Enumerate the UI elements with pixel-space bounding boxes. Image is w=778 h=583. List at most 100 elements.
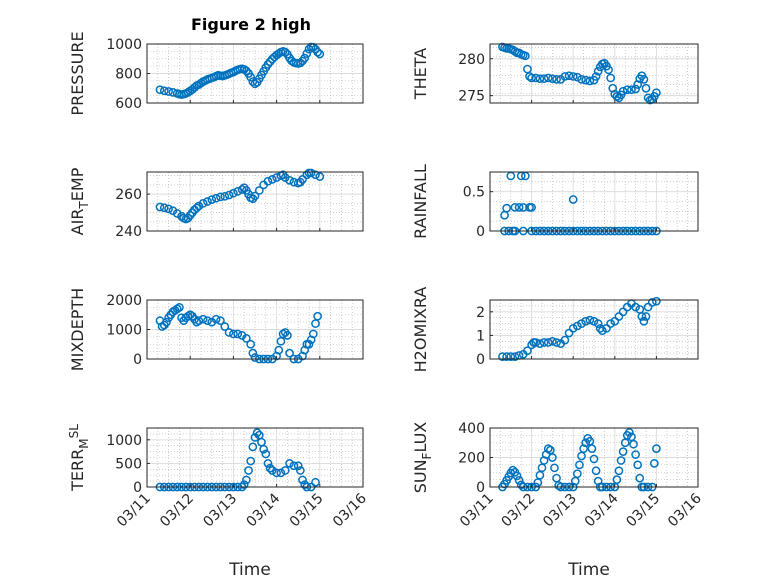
figure-title: Figure 2 high <box>191 15 311 34</box>
data-point <box>595 323 605 333</box>
panel-rainfall: 0 0.5 RAINFALL <box>411 164 699 240</box>
data-point <box>285 348 294 358</box>
data-point <box>265 463 275 473</box>
data-point <box>612 92 622 101</box>
y-axis-label-part: PRESSURE <box>68 31 87 115</box>
data-point <box>315 49 325 59</box>
data-point <box>531 73 541 83</box>
data-point <box>581 316 591 326</box>
y-tick-label: 2 <box>476 305 485 321</box>
data-point <box>637 312 647 321</box>
data-point <box>539 338 549 347</box>
data-point <box>587 444 597 453</box>
x-tick-label: 03/16 <box>330 490 370 530</box>
x-tick-label: 03/14 <box>582 490 622 530</box>
data-point <box>155 202 165 212</box>
data-point <box>575 460 584 470</box>
y-tick-label: 500 <box>115 456 142 472</box>
data-point <box>639 316 649 326</box>
y-tick-label: 280 <box>458 52 485 68</box>
data-point <box>498 352 507 361</box>
axes-box <box>146 171 364 232</box>
data-point <box>618 447 628 456</box>
data-point <box>652 444 661 453</box>
y-axis-label: THETA <box>411 48 430 100</box>
data-point <box>164 204 173 214</box>
data-point <box>254 186 264 195</box>
y-axis-label-part: LUX <box>411 422 430 453</box>
x-tick-label: 03/12 <box>157 491 197 531</box>
data-point <box>224 328 234 337</box>
data-point <box>647 298 657 307</box>
data-point <box>216 192 225 202</box>
data-point <box>543 338 553 347</box>
data-point <box>298 475 307 485</box>
x-tick-label: 03/13 <box>540 491 580 531</box>
data-point <box>298 175 307 184</box>
data-point <box>560 72 570 81</box>
y-axis-label-part: F <box>420 452 434 459</box>
data-point <box>250 191 260 201</box>
y-tick-label: 0 <box>476 224 485 240</box>
data-point <box>581 438 591 448</box>
data-point <box>618 86 628 96</box>
x-tick-label: 03/15 <box>287 491 327 531</box>
data-point <box>315 172 325 181</box>
x-tick-label: 03/12 <box>499 491 539 531</box>
data-point <box>293 461 303 471</box>
x-tick-label: 03/14 <box>244 490 284 530</box>
data-point <box>568 72 578 81</box>
y-tick-label: 0 <box>133 480 142 496</box>
series-theta <box>498 42 661 105</box>
panel-air_temp: 240 260 AIRTEMP <box>68 167 364 240</box>
data-point <box>631 450 640 459</box>
data-point <box>593 319 603 328</box>
data-point <box>521 51 530 61</box>
plot-area <box>490 172 698 231</box>
data-point <box>548 74 557 84</box>
data-point <box>250 353 260 362</box>
y-tick-label: 0 <box>133 352 142 368</box>
y-axis-label: H2OMIXRA <box>411 287 430 373</box>
data-point <box>246 72 256 82</box>
data-point <box>591 72 601 81</box>
y-tick-label: 800 <box>115 67 142 83</box>
data-point <box>616 456 626 465</box>
y-tick-label: 600 <box>115 96 142 112</box>
data-point <box>635 473 645 483</box>
data-point <box>573 469 582 479</box>
data-point <box>159 86 169 96</box>
y-axis-label-part: EMP <box>68 167 87 201</box>
data-point <box>589 454 599 464</box>
y-axis-label-part: TERR <box>68 449 87 492</box>
data-point <box>198 198 208 208</box>
data-point <box>548 453 557 462</box>
data-point <box>233 187 243 196</box>
data-point <box>510 203 520 212</box>
data-point <box>568 195 578 204</box>
x-tick-label: 03/13 <box>200 491 240 531</box>
x-tick-label: 03/11 <box>114 491 154 531</box>
data-point <box>220 191 230 201</box>
data-point <box>629 439 638 449</box>
y-axis-label-part: MIXDEPTH <box>68 288 87 371</box>
data-point <box>523 346 532 356</box>
data-point <box>539 74 549 84</box>
data-point <box>168 206 178 216</box>
data-point <box>192 203 202 213</box>
data-point <box>527 203 536 212</box>
data-point <box>237 185 247 194</box>
data-point <box>198 314 208 324</box>
panel-theta: 275 280 THETA <box>411 42 699 105</box>
y-axis-label: RAINFALL <box>411 164 430 239</box>
data-point <box>564 71 574 81</box>
data-point <box>267 175 277 184</box>
panel-pressure: 600 800 1000 PRESSURE <box>68 31 364 116</box>
data-point <box>296 58 305 68</box>
data-point <box>224 190 234 200</box>
data-point <box>514 203 524 212</box>
minor-grid <box>490 171 698 232</box>
data-point <box>211 314 221 324</box>
data-point <box>220 322 230 331</box>
data-point <box>261 449 271 459</box>
